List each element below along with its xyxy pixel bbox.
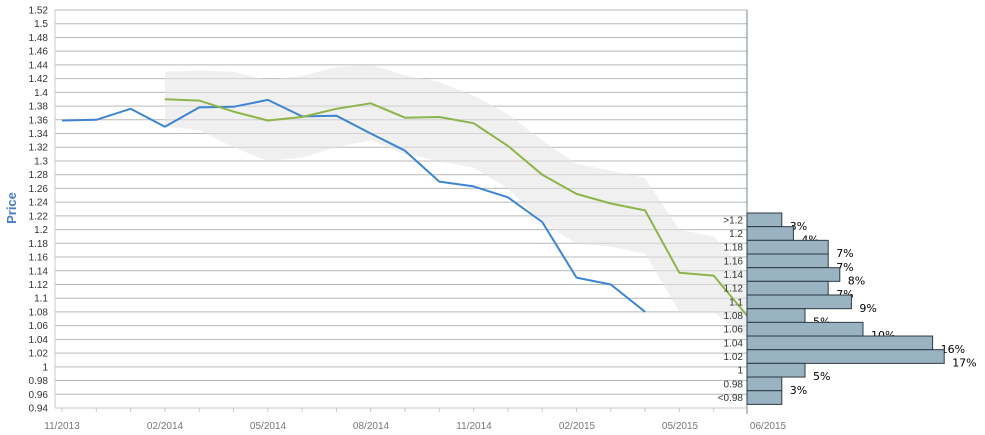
distribution-percent-label: 17% [952,357,976,370]
y-tick-label: 1.38 [29,102,49,113]
y-tick-label: 1.04 [29,335,49,346]
distribution-bar [746,280,829,296]
y-tick-label: 1.4 [34,88,48,99]
distribution-bar [746,253,829,269]
y-tick-label: 1.26 [29,184,49,195]
y-tick-label: 1.06 [29,321,49,332]
y-axis-title: Price [4,192,19,224]
y-tick-label: 1.5 [34,19,48,30]
distribution-bin-label: 1.12 [724,284,744,295]
distribution-bar [746,212,783,228]
y-tick-label: 1.18 [29,239,49,250]
y-tick-label: 1.52 [29,6,49,17]
distribution-bin-label: 0.98 [724,379,744,390]
distribution-percent-label: 7% [836,247,853,260]
distribution-bar [746,239,829,255]
y-tick-label: 1 [42,362,48,373]
distribution-percent-label: 8% [848,275,865,288]
distribution-bar [746,308,806,323]
distribution-bar [746,321,864,337]
distribution-bar [746,267,841,282]
distribution-bin-label: 1.18 [724,243,744,254]
distribution-bin-label: 1.16 [724,256,744,267]
series-line-2 [164,98,747,318]
distribution-bar [746,349,945,364]
y-tick-label: 1.08 [29,307,49,318]
distribution-bar [746,226,794,241]
distribution-bin-label: 1.06 [724,325,744,336]
distribution-bin-label: 1.1 [729,297,743,308]
x-tick-label: 05/2015 [662,421,699,432]
distribution-percent-label: 5% [813,370,830,383]
y-tick-label: 1.28 [29,170,49,181]
series-line-1 [61,98,646,313]
distribution-bar [746,362,806,378]
distribution-bin-label: 1 [737,366,743,377]
distribution-bar [746,390,783,405]
y-tick-label: 1.44 [29,60,49,71]
distribution-bin-label: 1.08 [724,311,744,322]
y-tick-label: 1.42 [29,74,49,85]
y-tick-label: 1.2 [34,225,48,236]
x-tick-label: 11/2014 [456,421,492,432]
forecast-band [164,64,747,339]
x-tick-label: 02/2015 [559,421,596,432]
y-tick-label: 1.22 [29,211,49,222]
y-tick-label: 0.96 [29,390,49,401]
y-tick-label: 1.3 [34,156,48,167]
y-tick-label: 1.48 [29,33,49,44]
y-tick-label: 1.46 [29,47,49,58]
x-tick-label: 05/2014 [250,421,287,432]
distribution-bin-label: <0.98 [718,393,744,404]
y-tick-label: 1.14 [29,266,49,277]
distribution-bin-label: 1.14 [724,270,744,281]
y-tick-label: 0.94 [29,404,49,415]
y-tick-label: 1.1 [34,294,48,305]
distribution-bar [746,335,934,351]
y-tick-label: 1.34 [29,129,49,140]
y-tick-label: 1.02 [29,349,49,360]
distribution-bin-label: 1.02 [724,352,744,363]
x-tick-label: 11/2013 [44,421,80,432]
distribution-bin-label: 1.2 [729,229,743,240]
x-tick-label: 02/2014 [147,421,184,432]
y-tick-label: 1.32 [29,143,49,154]
y-tick-label: 0.98 [29,376,49,387]
distribution-bin-label: >1.2 [723,215,743,226]
distribution-percent-label: 16% [941,343,965,356]
y-tick-label: 1.16 [29,253,49,264]
distribution-percent-label: 9% [859,302,876,315]
distribution-bar [746,294,852,310]
y-tick-label: 1.12 [29,280,49,291]
y-tick-label: 1.36 [29,115,49,126]
distribution-percent-label: 3% [790,220,807,233]
x-tick-label: 06/2015 [750,421,787,432]
distribution-percent-label: 3% [790,384,807,397]
distribution-percent-label: 7% [836,261,853,274]
y-tick-label: 1.24 [29,198,49,209]
x-tick-label: 08/2014 [353,421,390,432]
distribution-bin-label: 1.04 [724,338,744,349]
distribution-bar [746,376,783,392]
